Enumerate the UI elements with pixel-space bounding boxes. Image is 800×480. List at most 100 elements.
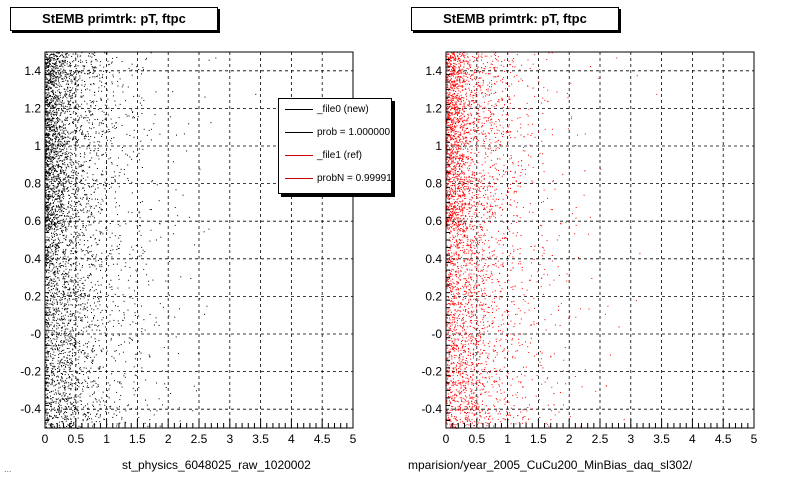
scatter-point: [54, 123, 56, 125]
scatter-point: [50, 345, 52, 347]
scatter-point: [85, 114, 87, 116]
scatter-point: [75, 402, 77, 404]
y-tick-label: 1.2: [24, 101, 41, 115]
scatter-point: [173, 233, 175, 235]
scatter-point: [67, 207, 69, 209]
scatter-point: [87, 299, 89, 301]
scatter-point: [58, 421, 60, 423]
scatter-point: [86, 372, 87, 374]
scatter-point: [82, 197, 84, 198]
scatter-point: [45, 338, 47, 340]
scatter-point: [80, 61, 82, 63]
scatter-point: [129, 253, 131, 255]
scatter-point: [68, 397, 70, 399]
scatter-point: [59, 414, 60, 416]
scatter-point: [91, 211, 92, 213]
scatter-point: [48, 272, 50, 274]
scatter-point: [50, 151, 52, 153]
scatter-point: [471, 138, 473, 140]
scatter-point: [48, 87, 50, 89]
scatter-point: [119, 399, 121, 401]
scatter-point: [118, 310, 120, 312]
scatter-point: [62, 278, 64, 280]
scatter-point: [52, 338, 54, 340]
scatter-point: [48, 191, 50, 193]
scatter-point: [72, 112, 74, 114]
scatter-point: [80, 92, 82, 94]
scatter-point: [65, 236, 67, 238]
scatter-point: [46, 170, 48, 172]
scatter-point: [70, 98, 72, 100]
scatter-point: [58, 88, 60, 90]
scatter-point: [54, 216, 56, 218]
scatter-point: [105, 152, 107, 154]
scatter-point: [47, 136, 49, 138]
scatter-point: [53, 84, 55, 86]
scatter-point: [71, 422, 72, 424]
scatter-point: [193, 385, 195, 387]
scatter-point: [84, 295, 86, 297]
scatter-point: [77, 80, 78, 82]
scatter-point: [62, 319, 63, 321]
scatter-point: [65, 420, 67, 422]
scatter-point: [84, 254, 86, 256]
scatter-point: [47, 117, 49, 119]
scatter-point: [481, 352, 483, 354]
scatter-point: [101, 252, 103, 254]
scatter-point: [98, 399, 100, 401]
scatter-point: [94, 163, 96, 165]
scatter-point: [76, 127, 78, 129]
scatter-point: [96, 244, 98, 246]
scatter-point: [70, 388, 72, 390]
scatter-point: [57, 347, 58, 349]
scatter-point: [53, 67, 55, 69]
scatter-point: [65, 371, 67, 373]
scatter-point: [46, 364, 48, 366]
scatter-point: [49, 110, 51, 112]
scatter-point: [58, 350, 60, 352]
scatter-point: [51, 68, 53, 70]
scatter-point: [112, 95, 114, 97]
scatter-point: [51, 140, 53, 142]
scatter-point: [63, 287, 65, 289]
scatter-point: [46, 369, 48, 371]
scatter-point: [64, 263, 66, 265]
scatter-point: [63, 395, 65, 397]
scatter-point: [45, 345, 47, 347]
scatter-point: [47, 85, 49, 87]
scatter-point: [69, 269, 70, 271]
scatter-point: [127, 405, 129, 407]
scatter-point: [50, 225, 52, 227]
scatter-point: [69, 141, 70, 143]
scatter-point: [46, 133, 48, 135]
scatter-point: [88, 387, 90, 388]
scatter-point: [153, 414, 155, 416]
scatter-point: [47, 230, 49, 232]
scatter-point: [105, 259, 107, 261]
scatter-point: [57, 141, 59, 143]
scatter-point: [45, 101, 47, 102]
scatter-point: [71, 165, 73, 166]
scatter-point: [62, 184, 64, 186]
scatter-point: [53, 106, 55, 108]
scatter-point: [76, 127, 78, 129]
scatter-point: [73, 171, 75, 173]
scatter-point: [131, 339, 133, 340]
scatter-point: [105, 309, 107, 311]
scatter-point: [59, 233, 61, 235]
scatter-point: [48, 402, 50, 404]
scatter-point: [67, 136, 69, 138]
scatter-point: [69, 177, 71, 179]
scatter-point: [68, 289, 70, 291]
scatter-point: [84, 184, 86, 186]
scatter-point: [454, 382, 456, 383]
scatter-point: [55, 170, 57, 172]
scatter-point: [68, 212, 70, 213]
scatter-point: [50, 101, 52, 103]
scatter-point: [71, 374, 73, 376]
scatter-point: [45, 197, 47, 199]
scatter-point: [53, 148, 55, 149]
scatter-point: [50, 252, 52, 254]
scatter-point: [69, 240, 71, 242]
scatter-point: [60, 379, 61, 381]
